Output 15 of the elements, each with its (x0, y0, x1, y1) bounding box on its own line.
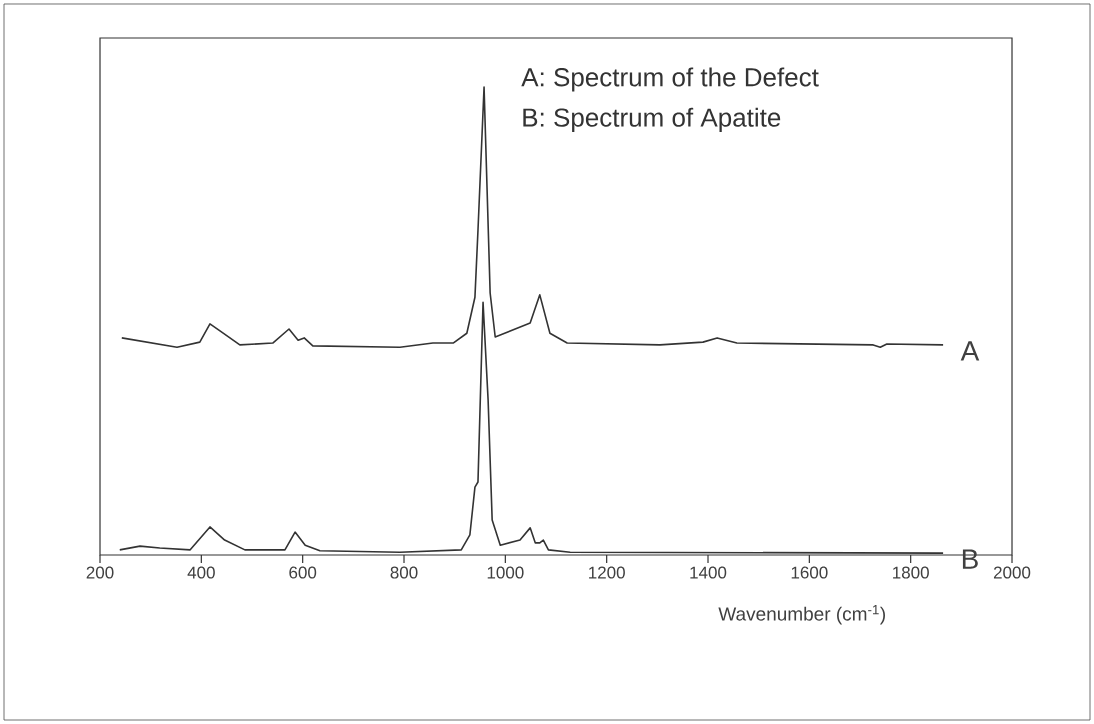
x-tick-label: 800 (390, 566, 418, 579)
legend-label: B (962, 549, 978, 569)
x-tick-label: 400 (187, 566, 215, 579)
x-tick-label: 1400 (690, 566, 727, 579)
x-tick-label: 200 (86, 566, 114, 579)
x-tick-label: 1800 (893, 566, 929, 579)
series-label: A (960, 341, 980, 361)
x-tick-label: 2000 (993, 566, 1031, 579)
x-tick-label: 1200 (589, 566, 625, 579)
x-tick-label: 600 (289, 566, 317, 579)
x-tick-label: 1000 (487, 566, 524, 579)
x-tick-label: 1600 (791, 566, 828, 579)
x-axis-title: Wavenumber (cm$^{-1}$) (718, 605, 885, 625)
annotation: A: Spectrum of the Defect (521, 67, 819, 92)
annotation: B: Spectrum of Apatite (523, 107, 781, 132)
